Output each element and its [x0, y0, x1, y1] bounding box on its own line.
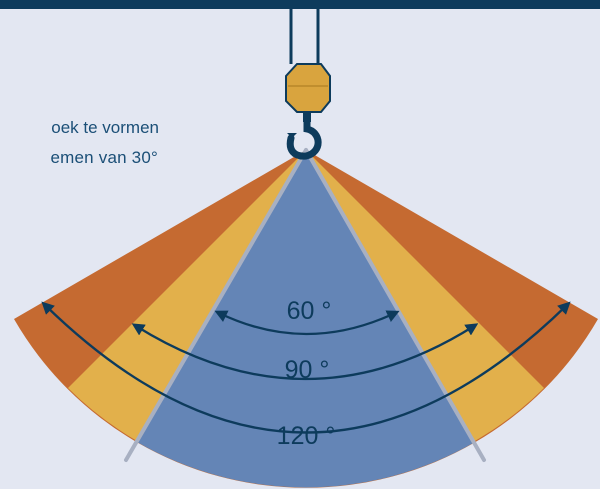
angle-label-120: 120 °: [277, 422, 336, 450]
crane-hook-icon: [285, 0, 331, 160]
angle-label-90: 90 °: [285, 356, 330, 384]
angle-label-60: 60 °: [287, 297, 332, 325]
caption-line-1: oek te vormen: [51, 118, 159, 137]
top-bar: [0, 0, 600, 9]
caption-line-2: emen van 30°: [50, 148, 158, 167]
arc-90-degrees: [131, 323, 479, 381]
arc-120-degrees: [41, 301, 571, 434]
caption-text: oek te vormen emen van 30°: [0, 118, 600, 178]
